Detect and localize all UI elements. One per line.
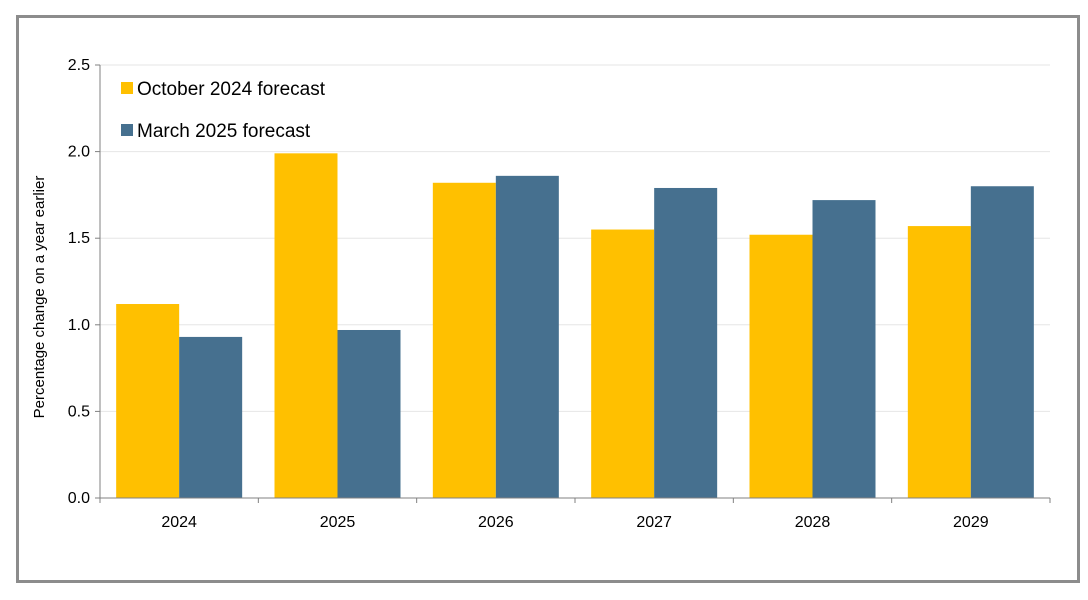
bar-2025-series-0 — [274, 153, 338, 498]
bar-2026-series-0 — [432, 182, 496, 498]
legend-swatch-october-2024 — [121, 82, 133, 94]
legend-swatch-march-2025 — [121, 124, 133, 136]
y-tick-label: 2.5 — [68, 57, 90, 74]
y-tick-label: 2.0 — [68, 144, 90, 161]
bar-2024-series-1 — [179, 336, 243, 498]
legend-label-march-2025: March 2025 forecast — [137, 121, 311, 142]
y-tick-labels: 0.0 0.5 1.0 1.5 2.0 2.5 — [68, 57, 90, 507]
bar-2025-series-1 — [337, 329, 401, 498]
y-tick-label: 0.5 — [68, 403, 90, 420]
bar-2028-series-0 — [749, 234, 813, 498]
bar-2026-series-1 — [495, 175, 559, 498]
x-tick-label: 2029 — [953, 514, 989, 531]
bar-2027-series-0 — [591, 229, 655, 499]
x-tick-label: 2025 — [320, 514, 356, 531]
bar-2029-series-1 — [970, 186, 1034, 499]
y-tick-label: 1.5 — [68, 230, 90, 247]
bar-2028-series-1 — [812, 200, 876, 498]
y-tick-label: 1.0 — [68, 317, 90, 334]
legend-label-october-2024: October 2024 forecast — [137, 79, 326, 100]
bar-2029-series-0 — [907, 226, 971, 499]
y-axis-title: Percentage change on a year earlier — [31, 176, 48, 419]
x-tick-label: 2024 — [161, 514, 197, 531]
x-tick-label: 2028 — [795, 514, 831, 531]
x-tick-label: 2027 — [636, 514, 672, 531]
x-tick-label: 2026 — [478, 514, 514, 531]
bars — [116, 153, 1034, 499]
y-tick-label: 0.0 — [68, 490, 90, 507]
bar-2027-series-1 — [654, 187, 718, 499]
axes — [95, 64, 1051, 503]
bar-2024-series-0 — [116, 304, 180, 498]
x-tick-labels: 2024 2025 2026 2027 2028 2029 — [161, 514, 988, 531]
legend: October 2024 forecast March 2025 forecas… — [121, 79, 326, 142]
gridlines — [100, 64, 1050, 412]
